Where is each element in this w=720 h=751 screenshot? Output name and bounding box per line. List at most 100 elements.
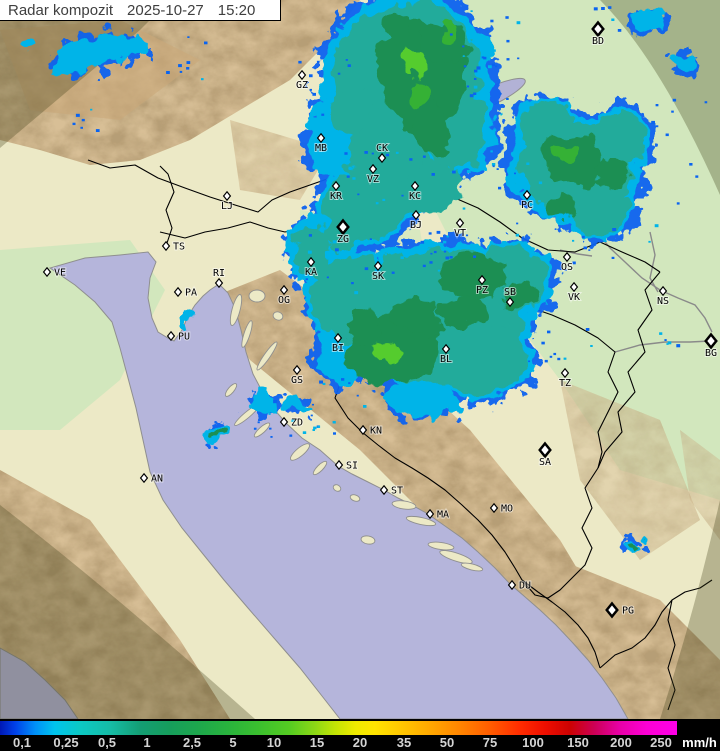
island — [272, 311, 284, 321]
city-marker-lj: LJ — [220, 190, 234, 213]
legend-bar: 0,1 0,25 0,5 1 2,5 5 10 15 20 35 50 75 100 150 200 250 … — [0, 719, 720, 751]
city-diamond-icon — [333, 332, 343, 344]
city-label: NS — [657, 296, 669, 307]
legend-tick: 35 — [396, 735, 412, 750]
legend-unit: mm/h — [682, 735, 717, 750]
city-marker-vz: VZ — [366, 163, 380, 186]
island — [312, 460, 328, 476]
island — [332, 484, 342, 492]
legend-tick: 250 — [650, 735, 672, 750]
city-diamond-icon — [173, 286, 183, 298]
city-diamond-icon — [562, 251, 572, 263]
city-label: VE — [54, 268, 66, 279]
radar-time: 15:20 — [217, 1, 256, 19]
city-diamond-icon — [379, 484, 389, 496]
city-diamond-icon — [279, 416, 289, 428]
city-marker-si: SI — [334, 459, 359, 473]
city-label: MO — [501, 504, 513, 515]
city-label: SK — [372, 271, 384, 282]
city-label: CK — [376, 143, 388, 154]
city-diamond-icon — [522, 189, 532, 201]
city-label: PU — [178, 332, 190, 343]
city-label: PG — [622, 606, 634, 617]
city-diamond-icon — [368, 163, 378, 175]
tyrrhenian-sea — [0, 647, 79, 719]
title-bar: Radar kompozit 2025-10-27 15:20 — [0, 0, 281, 21]
city-markers: VE AN TS PA PU RI LJ GZ MB CK VZ KR KC BJ VT PC BD ZG KA SK… — [42, 20, 718, 619]
city-label: VZ — [367, 174, 379, 185]
city-diamond-icon — [538, 441, 552, 459]
city-marker-kn: KN — [358, 424, 383, 438]
city-diamond-icon — [214, 277, 224, 289]
city-marker-gz: GZ — [295, 69, 309, 92]
app-title: Radar kompozit — [8, 1, 114, 19]
city-label: ST — [391, 486, 403, 497]
city-marker-ck: CK — [375, 142, 389, 164]
island — [439, 550, 473, 564]
city-diamond-icon — [334, 459, 344, 471]
island — [391, 500, 417, 510]
city-label: KC — [409, 191, 421, 202]
city-label: PZ — [476, 285, 488, 296]
city-marker-sa: SA — [538, 441, 552, 469]
city-diamond-icon — [569, 281, 579, 293]
legend-tick: 200 — [610, 735, 632, 750]
city-marker-pu: PU — [166, 330, 191, 344]
city-marker-pa: PA — [173, 286, 198, 300]
city-marker-st: ST — [379, 484, 404, 498]
city-marker-kc: KC — [408, 180, 422, 203]
city-label: OS — [561, 262, 573, 273]
island — [241, 320, 253, 348]
city-label: PC — [521, 200, 533, 211]
island — [248, 289, 266, 303]
city-diamond-icon — [658, 285, 668, 297]
city-diamond-icon — [161, 240, 171, 252]
island — [224, 383, 238, 397]
island — [290, 443, 310, 461]
city-diamond-icon — [591, 20, 605, 38]
island — [349, 494, 361, 502]
island — [405, 515, 437, 527]
legend-tick: 100 — [522, 735, 544, 750]
legend-gradient — [0, 721, 677, 735]
city-label: BD — [592, 36, 604, 47]
island — [256, 341, 278, 371]
city-label: OG — [278, 295, 290, 306]
legend-tick: 150 — [567, 735, 589, 750]
city-diamond-icon — [560, 367, 570, 379]
city-diamond-icon — [358, 424, 368, 436]
city-marker-bd: BD — [591, 20, 605, 48]
city-label: GZ — [296, 80, 308, 91]
legend-tick: 20 — [352, 735, 368, 750]
city-label: DU — [519, 581, 531, 592]
city-diamond-icon — [336, 218, 350, 236]
city-marker-ve: VE — [42, 267, 67, 280]
island — [427, 541, 455, 551]
radar-range-shading — [0, 0, 720, 719]
city-marker-bg: BG — [704, 332, 718, 360]
city-diamond-icon — [377, 152, 387, 164]
city-label: VK — [568, 292, 580, 303]
city-diamond-icon — [222, 190, 232, 202]
island — [360, 535, 376, 545]
city-marker-gs: GS — [290, 364, 304, 387]
city-diamond-icon — [331, 180, 341, 192]
city-label: BG — [705, 348, 717, 359]
city-marker-mo: MO — [489, 503, 514, 516]
city-marker-bl: BL — [439, 343, 453, 366]
legend-tick: 2,5 — [182, 735, 202, 750]
legend-tick: 1 — [143, 735, 151, 750]
city-diamond-icon — [505, 296, 515, 308]
legend-tick: 0,5 — [97, 735, 117, 750]
city-marker-vk: VK — [567, 281, 581, 304]
city-marker-kr: KR — [329, 180, 344, 203]
city-label: BL — [440, 354, 452, 365]
city-marker-zd: ZD — [279, 416, 304, 430]
city-marker-os: OS — [560, 251, 574, 274]
city-label: SI — [346, 461, 358, 472]
city-label: KA — [305, 267, 317, 278]
city-diamond-icon — [166, 330, 176, 342]
city-marker-pg: PG — [605, 601, 635, 619]
city-label: SB — [504, 287, 516, 298]
